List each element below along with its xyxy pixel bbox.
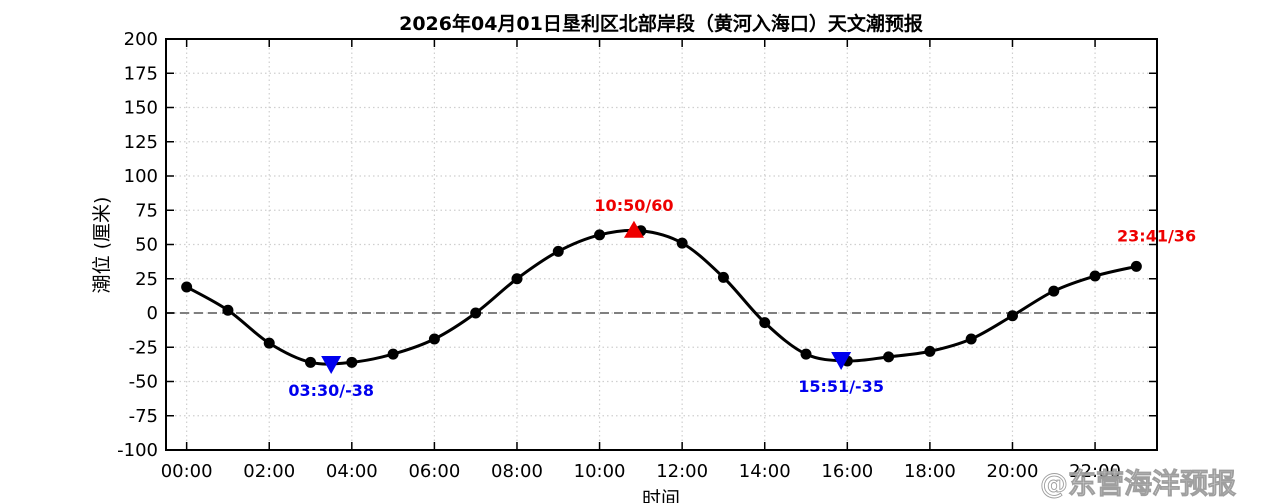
x-tick-label: 04:00	[326, 461, 378, 482]
x-tick-label: 12:00	[656, 461, 708, 482]
x-tick-label: 18:00	[904, 461, 956, 482]
x-axis-ticks: 00:00 02:00 04:00 06:00 08:00 10:00 12:00 14:00…	[161, 39, 1121, 482]
data-point	[1048, 285, 1060, 297]
data-point	[594, 229, 606, 241]
data-point	[346, 356, 358, 368]
data-point	[1130, 260, 1142, 272]
data-point	[428, 333, 440, 345]
data-point	[470, 307, 482, 319]
data-point	[263, 337, 275, 349]
watermark: @东营海洋预报	[1040, 467, 1236, 500]
y-tick-label: 50	[135, 235, 158, 256]
data-point	[759, 317, 771, 329]
data-point	[222, 304, 234, 316]
y-tick-label: 25	[135, 269, 158, 290]
y-tick-label: 75	[135, 200, 158, 221]
data-point	[305, 356, 317, 368]
x-tick-label: 22:00	[1069, 461, 1121, 482]
chart-title: 2026年04月01日垦利区北部岸段（黄河入海口）天文潮预报	[399, 12, 923, 35]
low-tide-marker	[831, 351, 852, 370]
x-tick-label: 10:00	[574, 461, 626, 482]
x-axis-label: 时间	[642, 488, 680, 503]
extremum-label: 03:30/-38	[288, 381, 374, 400]
y-tick-label: -25	[129, 337, 158, 358]
high-tide-marker	[623, 220, 644, 238]
x-tick-label: 08:00	[491, 461, 543, 482]
data-point	[181, 281, 193, 293]
y-tick-label: 150	[124, 98, 158, 119]
x-tick-label: 06:00	[408, 461, 460, 482]
data-point	[1089, 270, 1101, 282]
y-tick-label: 125	[124, 132, 158, 153]
hourly-points	[181, 225, 1142, 368]
y-tick-label: 0	[147, 303, 158, 324]
data-point	[511, 273, 523, 285]
x-tick-label: 16:00	[821, 461, 873, 482]
low-tide-marker	[321, 356, 342, 375]
y-axis-ticks: -100 -75 -50 -25 0 25 50 75 100 125 150 175 200	[117, 29, 1157, 461]
data-point	[883, 351, 895, 363]
y-axis-label: 潮位 (厘米)	[91, 197, 113, 294]
y-tick-label: 200	[124, 29, 158, 50]
y-tick-label: 100	[124, 166, 158, 187]
data-point	[717, 271, 729, 283]
x-tick-label: 00:00	[161, 461, 213, 482]
y-tick-label: -100	[117, 440, 158, 461]
extremum-label: 10:50/60	[594, 196, 673, 215]
data-point	[800, 348, 812, 360]
x-tick-label: 14:00	[739, 461, 791, 482]
data-point	[552, 245, 564, 257]
x-tick-label: 02:00	[243, 461, 295, 482]
data-point	[387, 348, 399, 360]
y-tick-label: 175	[124, 63, 158, 84]
data-point	[1006, 310, 1018, 322]
y-tick-label: -50	[129, 372, 158, 393]
data-point	[676, 237, 688, 249]
data-point	[965, 333, 977, 345]
x-tick-label: 20:00	[987, 461, 1039, 482]
y-tick-label: -75	[129, 406, 158, 427]
extremum-label: 15:51/-35	[798, 377, 884, 396]
data-point	[924, 345, 936, 357]
